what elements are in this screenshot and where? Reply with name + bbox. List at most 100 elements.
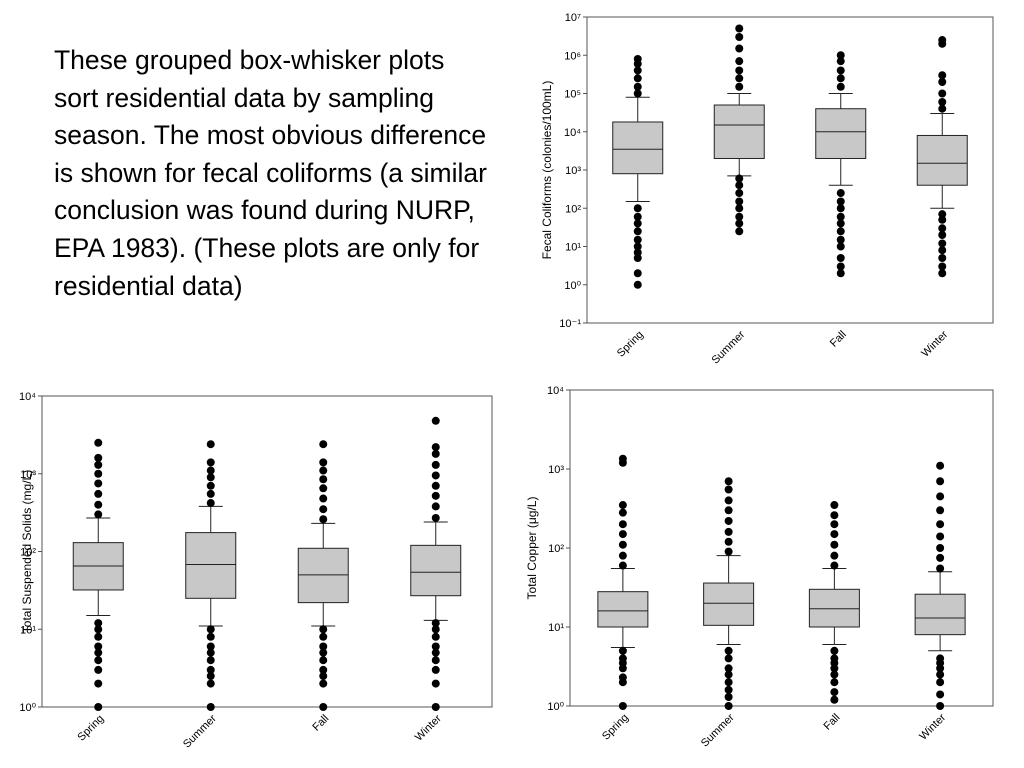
outlier-point <box>938 254 947 263</box>
y-tick-label: 10¹ <box>548 622 564 634</box>
x-tick-label: Fall <box>310 713 331 734</box>
outlier-point <box>633 219 642 228</box>
outlier-point <box>735 57 744 66</box>
box-summer <box>185 440 237 711</box>
outlier-point <box>94 619 103 628</box>
outlier-point <box>431 665 440 674</box>
outlier-point <box>633 235 642 244</box>
outlier-point <box>206 672 215 681</box>
y-tick-label: 10³ <box>565 165 581 177</box>
outlier-point <box>830 695 839 704</box>
outlier-point <box>830 678 839 687</box>
outlier-point <box>836 212 845 221</box>
box-winter <box>916 36 968 278</box>
outlier-point <box>735 174 744 183</box>
y-tick-label: 10¹ <box>20 624 36 636</box>
outlier-point <box>618 654 627 663</box>
outlier-point <box>206 481 215 490</box>
outlier-point <box>618 702 627 710</box>
outlier-point <box>431 619 440 628</box>
iqr-box <box>916 134 968 186</box>
outlier-point <box>94 500 103 509</box>
outlier-point <box>724 670 733 679</box>
y-tick-label: 10⁷ <box>565 12 581 24</box>
outlier-point <box>431 703 440 711</box>
outlier-point <box>724 527 733 536</box>
y-tick-label: 10⁴ <box>19 391 36 403</box>
outlier-point <box>735 24 744 33</box>
box-summer <box>703 477 755 710</box>
outlier-point <box>936 678 945 687</box>
outlier-point <box>936 654 945 663</box>
iqr-box <box>597 591 649 628</box>
outlier-point <box>830 654 839 663</box>
outlier-point <box>830 530 839 539</box>
outlier-point <box>431 416 440 425</box>
x-tick-label: Fall <box>828 329 849 350</box>
box-fall <box>297 440 349 711</box>
outlier-point <box>938 239 947 248</box>
outlier-point <box>94 625 103 634</box>
outlier-point <box>431 471 440 480</box>
outlier-point <box>724 678 733 687</box>
outlier-point <box>836 227 845 236</box>
outlier-point <box>94 453 103 462</box>
outlier-point <box>830 688 839 697</box>
outlier-point <box>319 632 328 641</box>
outlier-point <box>836 242 845 251</box>
outlier-point <box>319 656 328 665</box>
iqr-box <box>185 532 237 599</box>
outlier-point <box>735 82 744 91</box>
outlier-point <box>936 492 945 501</box>
iqr-box <box>297 547 349 604</box>
outlier-point <box>735 227 744 236</box>
outlier-point <box>206 656 215 665</box>
outlier-point <box>936 564 945 573</box>
outlier-point <box>206 499 215 508</box>
outlier-point <box>319 505 328 514</box>
y-tick-label: 10² <box>565 203 581 215</box>
outlier-point <box>319 515 328 524</box>
x-tick-label: Winter <box>919 328 950 359</box>
outlier-point <box>724 506 733 515</box>
outlier-point <box>431 481 440 490</box>
outlier-point <box>938 246 947 255</box>
outlier-point <box>735 197 744 206</box>
outlier-point <box>724 496 733 505</box>
outlier-point <box>938 215 947 224</box>
iqr-box <box>815 108 867 159</box>
outlier-point <box>618 508 627 517</box>
outlier-point <box>618 540 627 549</box>
outlier-point <box>836 51 845 60</box>
outlier-point <box>633 204 642 213</box>
outlier-point <box>94 656 103 665</box>
outlier-point <box>431 502 440 511</box>
outlier-point <box>618 530 627 539</box>
iqr-box <box>612 121 664 175</box>
outlier-point <box>836 189 845 198</box>
outlier-point <box>724 664 733 673</box>
outlier-point <box>206 473 215 482</box>
y-tick-label: 10⁴ <box>564 127 581 139</box>
x-tick-label: Summer <box>181 712 219 750</box>
outlier-point <box>724 654 733 663</box>
outlier-point <box>724 477 733 486</box>
outlier-point <box>938 104 947 113</box>
outlier-point <box>735 212 744 221</box>
outlier-point <box>724 702 733 710</box>
outlier-point <box>633 242 642 251</box>
outlier-point <box>830 670 839 679</box>
outlier-point <box>724 692 733 701</box>
y-tick-label: 10⁰ <box>564 280 581 292</box>
outlier-point <box>936 553 945 562</box>
outlier-point <box>319 665 328 674</box>
outlier-point <box>836 254 845 263</box>
slide-body-text: These grouped box-whisker plots sort res… <box>54 45 487 301</box>
outlier-point <box>618 454 627 463</box>
outlier-point <box>319 679 328 688</box>
y-axis-label: Total Copper (μg/L) <box>525 497 539 600</box>
outlier-point <box>938 269 947 278</box>
outlier-point <box>431 513 440 522</box>
outlier-point <box>431 443 440 452</box>
outlier-point <box>724 685 733 694</box>
